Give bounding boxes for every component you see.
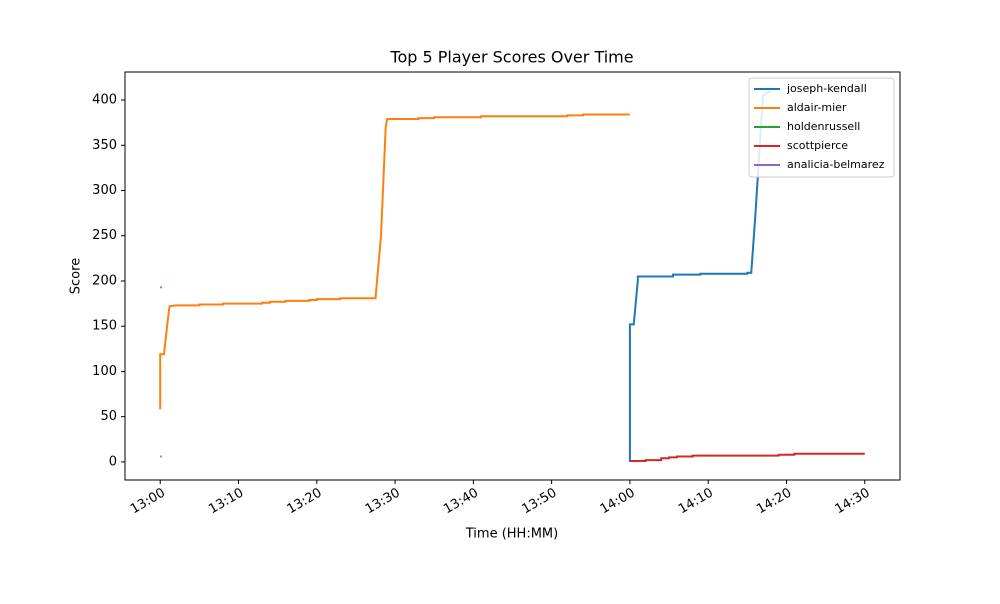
- y-tick-label: 250: [92, 228, 117, 243]
- y-tick-label: 50: [100, 409, 117, 424]
- legend-label: scottpierce: [787, 139, 848, 152]
- y-tick-label: 350: [92, 138, 117, 153]
- legend-label: joseph-kendall: [786, 82, 867, 95]
- series-line: [159, 113, 630, 410]
- series-line: [628, 90, 772, 462]
- chart-title: Top 5 Player Scores Over Time: [389, 48, 633, 67]
- y-tick-label: 150: [92, 319, 117, 334]
- legend: joseph-kendall aldair-mier holdenrussell sc…: [748, 77, 895, 178]
- y-tick-label: 0: [109, 454, 117, 469]
- legend-box: [748, 77, 895, 178]
- plot-frame: [124, 71, 901, 481]
- y-tick-label: 400: [92, 93, 117, 108]
- x-axis-label: Time (HH:MM): [465, 527, 558, 542]
- y-tick-label: 300: [92, 183, 117, 198]
- legend-label: holdenrussell: [787, 120, 860, 133]
- y-tick-label: 100: [92, 364, 117, 379]
- legend-label: aldair-mier: [787, 101, 847, 114]
- legend-label: analicia-belmarez: [787, 158, 885, 171]
- series-line: [629, 452, 865, 462]
- y-axis-label: Score: [69, 258, 84, 294]
- y-tick-label: 200: [92, 273, 117, 288]
